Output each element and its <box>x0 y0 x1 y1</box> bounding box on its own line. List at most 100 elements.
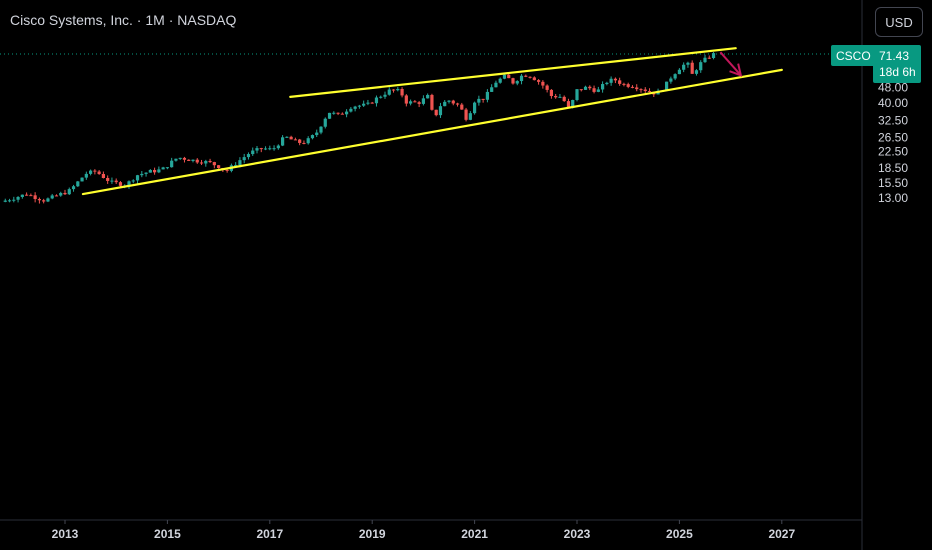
candle-up <box>268 148 272 150</box>
candle-down <box>630 86 635 88</box>
y-tick-label: 26.50 <box>878 131 908 145</box>
candle-down <box>507 74 511 79</box>
candle-up <box>682 64 686 70</box>
candle-down <box>613 78 617 81</box>
candle-up <box>76 181 80 187</box>
candle-up <box>67 189 71 195</box>
candle-up <box>494 82 498 88</box>
candle-down <box>532 77 536 81</box>
candle-up <box>583 86 588 90</box>
candle-down <box>417 102 421 104</box>
candle-up <box>669 78 673 82</box>
candle-up <box>468 113 472 120</box>
candle-down <box>93 170 97 172</box>
candle-down <box>97 171 101 174</box>
candle-up <box>357 105 361 107</box>
candle-up <box>421 98 425 104</box>
candle-down <box>195 159 199 163</box>
candle-down <box>37 199 41 201</box>
currency-button[interactable]: USD <box>875 7 923 37</box>
candle-down <box>690 62 694 74</box>
candle-up <box>443 101 447 107</box>
candle-up <box>703 57 707 63</box>
candle-up <box>374 97 379 104</box>
candle-up <box>319 126 323 133</box>
candle-up <box>285 136 289 138</box>
candle-up <box>694 70 699 74</box>
candle-up <box>558 96 562 98</box>
candle-up <box>191 159 195 161</box>
candle-up <box>71 186 76 190</box>
candle-up <box>438 106 443 116</box>
candle-down <box>622 83 626 85</box>
candle-down <box>545 85 549 90</box>
candle-up <box>315 132 319 136</box>
candle-down <box>33 195 37 200</box>
x-tick-label: 2017 <box>256 527 283 541</box>
candle-up <box>332 112 336 114</box>
candle-down <box>635 87 639 90</box>
candle-down <box>562 96 566 102</box>
trendline-lower <box>81 68 783 196</box>
candle-up <box>519 75 524 82</box>
candle-down <box>434 109 438 116</box>
candle-up <box>571 100 575 107</box>
candle-down <box>293 139 297 141</box>
trendline-upper <box>289 47 737 98</box>
candle-up <box>131 180 135 182</box>
x-axis: 2013 2015 2017 2019 2021 2023 2025 2027 <box>52 520 795 541</box>
candle-up <box>135 175 140 181</box>
x-tick-label: 2019 <box>359 527 386 541</box>
candle-up <box>477 98 481 103</box>
candle-down <box>118 182 123 186</box>
candle-down <box>588 86 592 89</box>
candle-down <box>101 173 105 179</box>
candle-up <box>204 160 208 164</box>
candle-up <box>609 78 613 83</box>
candle-up <box>502 74 507 79</box>
candle-down <box>464 109 468 120</box>
candle-down <box>413 101 417 103</box>
last-price: 71.43 <box>879 49 910 63</box>
candle-up <box>80 177 84 182</box>
candle-up <box>144 172 148 174</box>
candle-up <box>353 106 357 109</box>
arrow-shaft <box>719 51 742 76</box>
candle-up <box>255 148 259 151</box>
candle-up <box>246 154 251 158</box>
candle-up <box>366 102 370 104</box>
bar-countdown: 18d 6h <box>879 65 916 79</box>
candle-down <box>549 89 553 97</box>
candle-down <box>460 104 464 110</box>
candle-down <box>302 142 306 144</box>
candle-down <box>187 159 191 161</box>
candle-up <box>473 102 477 114</box>
candle-up <box>515 81 519 84</box>
candle-down <box>404 95 408 104</box>
candle-down <box>336 112 340 114</box>
candle-up <box>20 194 24 198</box>
candle-up <box>161 167 165 170</box>
candle-up <box>601 84 605 90</box>
candle-down <box>541 81 545 86</box>
candle-up <box>387 89 391 95</box>
candle-down <box>511 78 515 84</box>
candle-up <box>84 173 88 178</box>
candle-down <box>618 80 622 84</box>
candle-down <box>370 102 374 104</box>
candle-up <box>16 197 20 200</box>
candle-up <box>110 180 114 182</box>
candle-up <box>362 103 366 106</box>
candle-up <box>234 165 238 167</box>
candle-down <box>481 98 485 100</box>
candle-up <box>46 198 50 202</box>
candle-up <box>677 69 681 75</box>
candle-down <box>707 57 711 59</box>
last-price-badge: 71.43 18d 6h <box>873 45 921 83</box>
x-tick-label: 2025 <box>666 527 693 541</box>
candle-up <box>665 81 669 91</box>
candle-down <box>114 180 118 183</box>
candle-down <box>643 89 647 92</box>
